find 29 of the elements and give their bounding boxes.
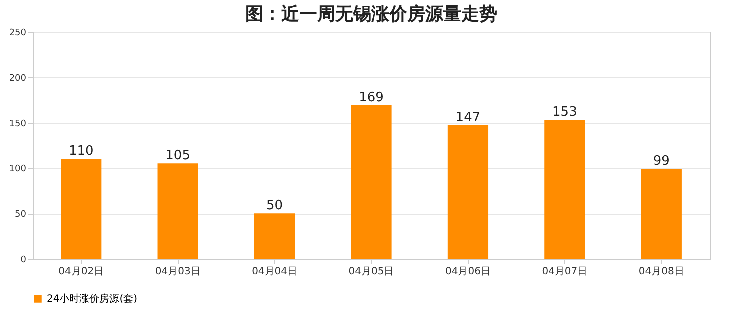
x-tick-label: 04月05日: [348, 266, 394, 278]
data-label: 99: [653, 154, 670, 170]
legend-label: 24小时涨价房源(套): [47, 293, 138, 305]
x-tick-label: 04月08日: [638, 266, 684, 278]
y-tick-label: 0: [20, 256, 27, 266]
y-tick-label: 50: [15, 210, 27, 220]
bar: [254, 214, 296, 259]
bar: [641, 169, 682, 259]
bar: [544, 120, 586, 259]
x-tick-label: 04月03日: [155, 266, 201, 278]
y-tick-label: 200: [9, 74, 27, 84]
data-label: 147: [456, 110, 481, 126]
bar: [448, 126, 489, 259]
x-tick-label: 04月07日: [542, 266, 588, 278]
x-tick-label: 04月04日: [252, 266, 298, 278]
y-tick-label: 250: [9, 28, 27, 38]
x-tick-label: 04月06日: [445, 266, 491, 278]
data-label: 110: [68, 144, 94, 160]
bar: [158, 164, 198, 259]
y-tick-label: 100: [9, 164, 27, 175]
data-label: 50: [266, 198, 284, 214]
x-tick-label: 04月02日: [58, 266, 104, 278]
y-tick-label: 150: [9, 119, 27, 130]
bar: [61, 159, 102, 259]
bar: [351, 106, 392, 259]
data-label: 169: [359, 90, 384, 106]
chart-title: 图：近一周无锡涨价房源量走势: [246, 4, 498, 25]
data-label: 105: [166, 148, 190, 164]
data-label: 153: [552, 105, 578, 120]
